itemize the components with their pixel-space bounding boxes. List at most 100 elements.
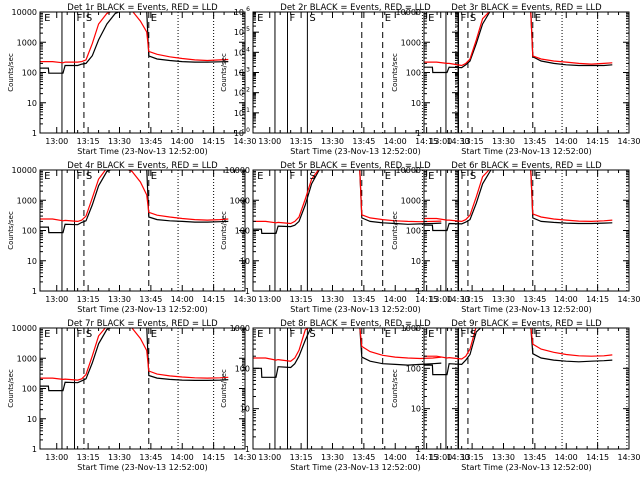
x-tick-label: 13:30 (321, 137, 344, 146)
x-tick-label: 13:00 (258, 453, 281, 462)
x-tick-label: 13:00 (45, 295, 68, 304)
y-tick-exponent: 0 (246, 127, 250, 134)
y-axis-label: Counts/sec (7, 211, 15, 250)
x-axis-label: Start Time (23-Nov-13 12:52:00) (290, 147, 420, 156)
x-tick-label: 13:30 (321, 295, 344, 304)
lld-series-line (253, 170, 442, 225)
x-tick-label: 14:30 (233, 295, 256, 304)
event-marker-label: S (309, 329, 315, 340)
y-tick-label: 1000 (230, 196, 250, 205)
plot-frame (39, 169, 246, 292)
x-tick-label: 13:00 (258, 137, 281, 146)
x-tick-label: 14:00 (171, 295, 194, 304)
y-tick-label: 10 (234, 89, 244, 98)
x-tick-label: 14:00 (171, 453, 194, 462)
x-tick-label: 13:00 (258, 295, 281, 304)
event-marker-label: E (44, 171, 50, 182)
panel-title: Det 4r BLACK = Events, RED = LLD (67, 161, 218, 171)
x-axis-label: Start Time (23-Nov-13 12:52:00) (461, 305, 591, 314)
x-tick-label: 13:15 (77, 453, 100, 462)
y-tick-label: 1000 (17, 354, 37, 363)
x-tick-label: 13:30 (108, 295, 131, 304)
x-tick-label: 13:45 (352, 453, 375, 462)
y-tick-label: 10000 (396, 166, 421, 175)
y-tick-label: 10 (234, 109, 244, 118)
x-tick-label: 13:15 (77, 137, 100, 146)
y-tick-label: 10 (234, 69, 244, 78)
detector-panel-9: 1 10 100 1000 13:00 13:15 13:30 13:45 14:00 14:15… (391, 319, 640, 472)
lld-series-line (40, 12, 229, 64)
y-tick-label: 10 (27, 257, 37, 266)
lld-series-line (40, 328, 229, 381)
event-marker-label: S (470, 13, 476, 24)
panel-title: Det 1r BLACK = Events, RED = LLD (67, 3, 218, 13)
y-tick-label: 10 (234, 129, 244, 138)
x-axis-label: Start Time (23-Nov-13 12:52:00) (461, 147, 591, 156)
x-tick-label: 14:00 (384, 295, 407, 304)
y-tick-label: 10000 (396, 8, 421, 17)
x-tick-label: 14:15 (202, 453, 225, 462)
event-marker-label: F (290, 13, 296, 24)
x-tick-label: 13:30 (108, 137, 131, 146)
y-tick-label: 1 (32, 445, 37, 454)
y-tick-label: 1000 (401, 324, 421, 333)
x-tick-label: 14:00 (555, 295, 578, 304)
lld-series-line (424, 12, 613, 67)
event-marker-label: E (385, 329, 391, 340)
event-marker-label: E (428, 171, 434, 182)
event-marker-label: E (151, 171, 157, 182)
events-series-line (40, 170, 229, 234)
x-tick-label: 13:15 (77, 295, 100, 304)
lld-series-line (40, 170, 229, 223)
x-tick-label: 13:00 (45, 453, 68, 462)
x-axis-label: Start Time (23-Nov-13 12:52:00) (77, 463, 207, 472)
plot-frame (39, 11, 246, 134)
x-tick-label: 13:00 (45, 137, 68, 146)
x-axis-label: Start Time (23-Nov-13 12:52:00) (461, 463, 591, 472)
x-tick-label: 13:30 (492, 295, 515, 304)
detector-panel-4: 1 10 100 1000 10000 13:00 13:15 13:30 13:45 14:00… (7, 161, 257, 314)
x-tick-label: 14:30 (446, 453, 469, 462)
x-tick-label: 13:00 (429, 295, 452, 304)
event-marker-label: E (257, 171, 263, 182)
x-tick-label: 13:45 (523, 453, 546, 462)
y-tick-label: 10 (240, 257, 250, 266)
x-tick-label: 14:30 (446, 295, 469, 304)
y-tick-label: 10 (240, 405, 250, 414)
event-marker-label: F (461, 171, 467, 182)
y-tick-exponent: 4 (246, 46, 250, 53)
events-series-line (253, 328, 442, 378)
x-tick-label: 14:15 (586, 137, 609, 146)
panel-title: Det 3r BLACK = Events, RED = LLD (451, 3, 602, 13)
event-marker-label: E (428, 329, 434, 340)
y-tick-label: 1000 (17, 38, 37, 47)
event-marker-label: E (535, 171, 541, 182)
event-marker-label: F (290, 329, 296, 340)
event-marker-label: S (309, 171, 315, 182)
event-marker-label: E (44, 13, 50, 24)
y-tick-label: 1000 (401, 38, 421, 47)
x-tick-label: 13:15 (461, 453, 484, 462)
y-tick-label: 10 (234, 48, 244, 57)
y-tick-label: 10 (27, 415, 37, 424)
event-marker-label: S (470, 329, 476, 340)
events-series-line (424, 12, 613, 74)
x-tick-label: 13:15 (290, 453, 313, 462)
x-axis-label: Start Time (23-Nov-13 12:52:00) (290, 305, 420, 314)
events-series-line (40, 328, 229, 392)
y-axis-label: Counts/sec (220, 369, 228, 408)
x-tick-label: 13:15 (461, 137, 484, 146)
x-axis-label: Start Time (23-Nov-13 12:52:00) (77, 147, 207, 156)
x-tick-label: 14:00 (384, 137, 407, 146)
panel-title: Det 7r BLACK = Events, RED = LLD (67, 319, 218, 329)
event-marker-label: S (86, 329, 92, 340)
event-marker-label: E (151, 13, 157, 24)
y-tick-label: 100 (235, 227, 250, 236)
x-tick-label: 13:15 (461, 295, 484, 304)
plot-frame (252, 327, 459, 450)
y-axis-label: Counts/sec (391, 369, 399, 408)
y-tick-label: 10 (411, 99, 421, 108)
y-tick-label: 10000 (225, 166, 250, 175)
x-tick-label: 13:30 (492, 137, 515, 146)
